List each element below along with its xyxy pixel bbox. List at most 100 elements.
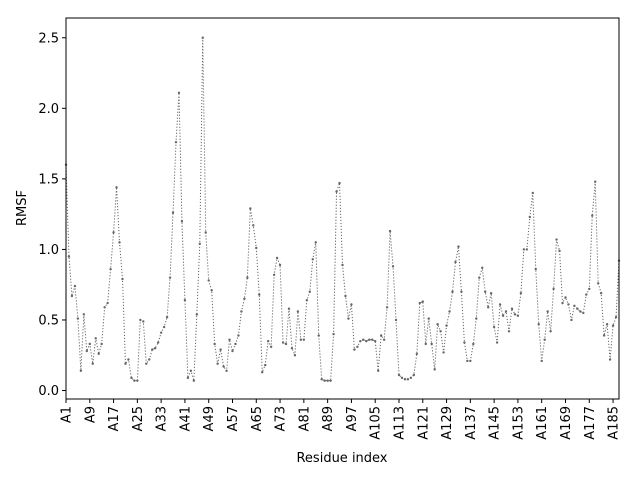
data-point xyxy=(305,299,309,302)
data-point xyxy=(281,341,285,344)
data-point xyxy=(67,255,71,258)
data-point xyxy=(594,180,597,183)
x-tick-label: A81 xyxy=(297,406,312,431)
data-point xyxy=(308,290,311,293)
data-point xyxy=(582,311,585,315)
data-point xyxy=(522,248,526,251)
data-point xyxy=(317,334,320,337)
data-point xyxy=(362,338,365,341)
data-point xyxy=(427,317,430,320)
data-point xyxy=(148,358,151,361)
data-point xyxy=(124,362,127,365)
y-tick-label: 1.5 xyxy=(38,172,59,187)
data-point xyxy=(579,310,582,313)
data-point xyxy=(573,304,576,308)
data-point xyxy=(136,379,139,382)
data-point xyxy=(561,301,564,305)
data-point xyxy=(421,300,424,303)
data-point xyxy=(243,297,246,301)
data-point xyxy=(332,332,335,336)
data-point xyxy=(382,338,386,341)
data-point xyxy=(359,339,362,343)
x-tick-label: A105 xyxy=(369,406,384,440)
data-point xyxy=(501,314,505,317)
x-axis-label: Residue index xyxy=(296,451,387,466)
y-tick-label: 2.0 xyxy=(38,102,59,117)
data-point xyxy=(448,310,451,313)
x-tick-label: A25 xyxy=(131,406,146,431)
data-point xyxy=(406,378,410,381)
data-point xyxy=(591,214,594,217)
x-tick-label: A97 xyxy=(345,406,360,431)
data-point xyxy=(234,342,237,346)
data-point xyxy=(287,307,291,310)
data-point xyxy=(415,352,419,356)
data-point xyxy=(272,273,276,277)
data-point xyxy=(356,345,359,348)
data-point xyxy=(91,362,94,365)
data-point xyxy=(151,348,154,351)
data-point xyxy=(347,317,350,320)
data-point xyxy=(504,310,508,313)
data-point xyxy=(219,348,222,351)
data-point xyxy=(201,36,204,39)
x-tick-label: A185 xyxy=(607,406,622,440)
data-point xyxy=(338,181,341,185)
data-point xyxy=(195,313,199,316)
data-point xyxy=(350,303,353,306)
data-point xyxy=(498,303,502,306)
data-point xyxy=(570,318,573,322)
data-point xyxy=(269,345,273,348)
data-point xyxy=(484,290,487,293)
data-point xyxy=(100,342,103,346)
data-point xyxy=(145,362,148,365)
data-point xyxy=(249,207,252,210)
data-point xyxy=(439,330,442,333)
data-point xyxy=(278,263,282,267)
data-point xyxy=(412,373,416,377)
data-point xyxy=(293,354,297,357)
data-point xyxy=(475,317,478,320)
data-point xyxy=(418,301,421,305)
y-tick-label: 2.5 xyxy=(38,31,59,46)
data-point xyxy=(165,315,169,319)
x-tick-label: A145 xyxy=(488,406,503,440)
series-layer xyxy=(64,36,621,382)
data-point xyxy=(159,331,163,334)
data-point xyxy=(168,276,172,279)
data-point xyxy=(588,287,591,291)
data-point xyxy=(70,294,74,298)
data-point xyxy=(486,306,490,309)
data-point xyxy=(222,365,225,368)
data-point xyxy=(186,376,190,380)
data-point xyxy=(121,277,124,281)
data-point xyxy=(469,359,472,363)
data-point xyxy=(341,263,344,267)
data-point xyxy=(472,342,475,346)
data-point xyxy=(183,299,187,302)
x-tick-label: A49 xyxy=(202,406,217,431)
data-point xyxy=(451,290,454,293)
data-point xyxy=(537,323,540,326)
y-tick-label: 1.0 xyxy=(38,243,59,258)
x-tick-label: A57 xyxy=(226,406,241,431)
data-point xyxy=(266,339,270,343)
data-point xyxy=(385,306,389,309)
data-point xyxy=(290,347,294,350)
data-point xyxy=(103,306,106,309)
data-point xyxy=(180,220,184,223)
data-point xyxy=(394,318,398,322)
data-point xyxy=(376,369,380,372)
data-point xyxy=(534,267,537,271)
y-tick-label: 0.5 xyxy=(38,313,59,328)
data-point xyxy=(115,186,118,189)
data-point xyxy=(445,324,448,327)
data-point xyxy=(564,296,567,299)
data-point xyxy=(433,368,436,371)
data-point xyxy=(142,320,145,323)
data-point xyxy=(608,358,612,361)
data-point xyxy=(73,284,77,288)
data-point xyxy=(85,349,89,353)
data-point xyxy=(430,342,433,346)
data-point xyxy=(540,359,543,363)
